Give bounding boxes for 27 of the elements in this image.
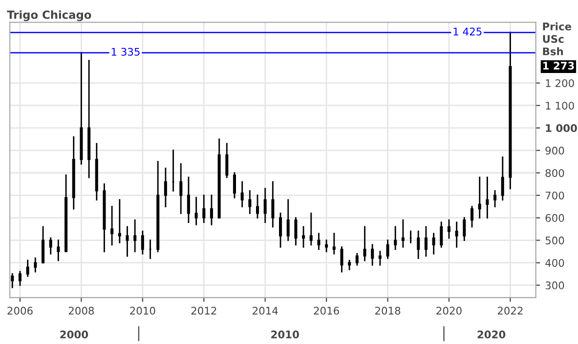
- y-tick-label: 500: [546, 236, 564, 244]
- annotation: 1 273: [543, 62, 574, 70]
- text: 2000: [60, 330, 88, 338]
- x-tick-label: 2016: [314, 306, 340, 315]
- y-tick-label: 700: [546, 192, 564, 200]
- y-axis-title: Price USc Bsh: [543, 22, 572, 56]
- y-tick-label: 1 000: [546, 124, 577, 132]
- x-tick-label: 2022: [498, 306, 522, 315]
- text: 2010: [271, 330, 299, 338]
- x-tick-label: 2008: [68, 306, 94, 315]
- x-tick-label: 2018: [375, 306, 400, 315]
- y-tick-label: 800: [546, 169, 564, 177]
- ref-line-label: 1 425: [454, 28, 482, 36]
- ref-line-label: 1 335: [112, 48, 140, 56]
- y-tick-label: 900: [545, 146, 564, 155]
- x-tick-label: 2020: [436, 306, 462, 315]
- y-tick-label: 1 100: [546, 102, 574, 110]
- x-tick-label: 2010: [130, 306, 156, 315]
- x-tick-label: 2012: [191, 306, 216, 315]
- y-tick-label: 400: [545, 258, 564, 267]
- x-tick-label: 2014: [252, 306, 278, 315]
- y-tick-label: 300: [546, 281, 564, 290]
- text: 2020: [478, 330, 506, 338]
- chart-title: Trigo Chicago: [6, 10, 92, 22]
- y-tick-label: 600: [546, 214, 564, 222]
- x-tick-label: 2006: [8, 306, 33, 315]
- y-tick-label: 1 200: [546, 79, 574, 88]
